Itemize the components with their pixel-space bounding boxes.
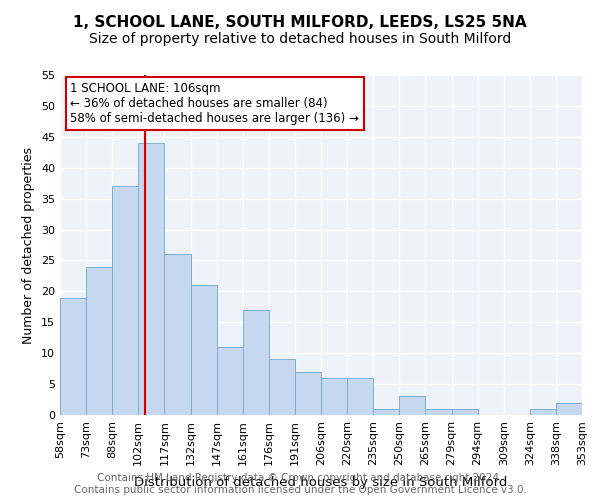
X-axis label: Distribution of detached houses by size in South Milford: Distribution of detached houses by size … bbox=[134, 476, 508, 489]
Text: Contains HM Land Registry data © Crown copyright and database right 2024.
Contai: Contains HM Land Registry data © Crown c… bbox=[74, 474, 526, 495]
Bar bbox=[86, 266, 112, 415]
Bar bbox=[139, 143, 164, 415]
Bar bbox=[321, 378, 347, 415]
Y-axis label: Number of detached properties: Number of detached properties bbox=[22, 146, 35, 344]
Bar bbox=[556, 402, 582, 415]
Bar bbox=[60, 298, 86, 415]
Bar bbox=[217, 347, 243, 415]
Bar bbox=[373, 409, 400, 415]
Text: 1 SCHOOL LANE: 106sqm
← 36% of detached houses are smaller (84)
58% of semi-deta: 1 SCHOOL LANE: 106sqm ← 36% of detached … bbox=[70, 82, 359, 125]
Bar bbox=[425, 409, 452, 415]
Bar bbox=[269, 360, 295, 415]
Bar bbox=[530, 409, 556, 415]
Bar bbox=[452, 409, 478, 415]
Bar bbox=[191, 285, 217, 415]
Bar bbox=[112, 186, 139, 415]
Bar bbox=[295, 372, 321, 415]
Bar bbox=[400, 396, 425, 415]
Bar bbox=[347, 378, 373, 415]
Bar bbox=[243, 310, 269, 415]
Text: Size of property relative to detached houses in South Milford: Size of property relative to detached ho… bbox=[89, 32, 511, 46]
Text: 1, SCHOOL LANE, SOUTH MILFORD, LEEDS, LS25 5NA: 1, SCHOOL LANE, SOUTH MILFORD, LEEDS, LS… bbox=[73, 15, 527, 30]
Bar bbox=[164, 254, 191, 415]
